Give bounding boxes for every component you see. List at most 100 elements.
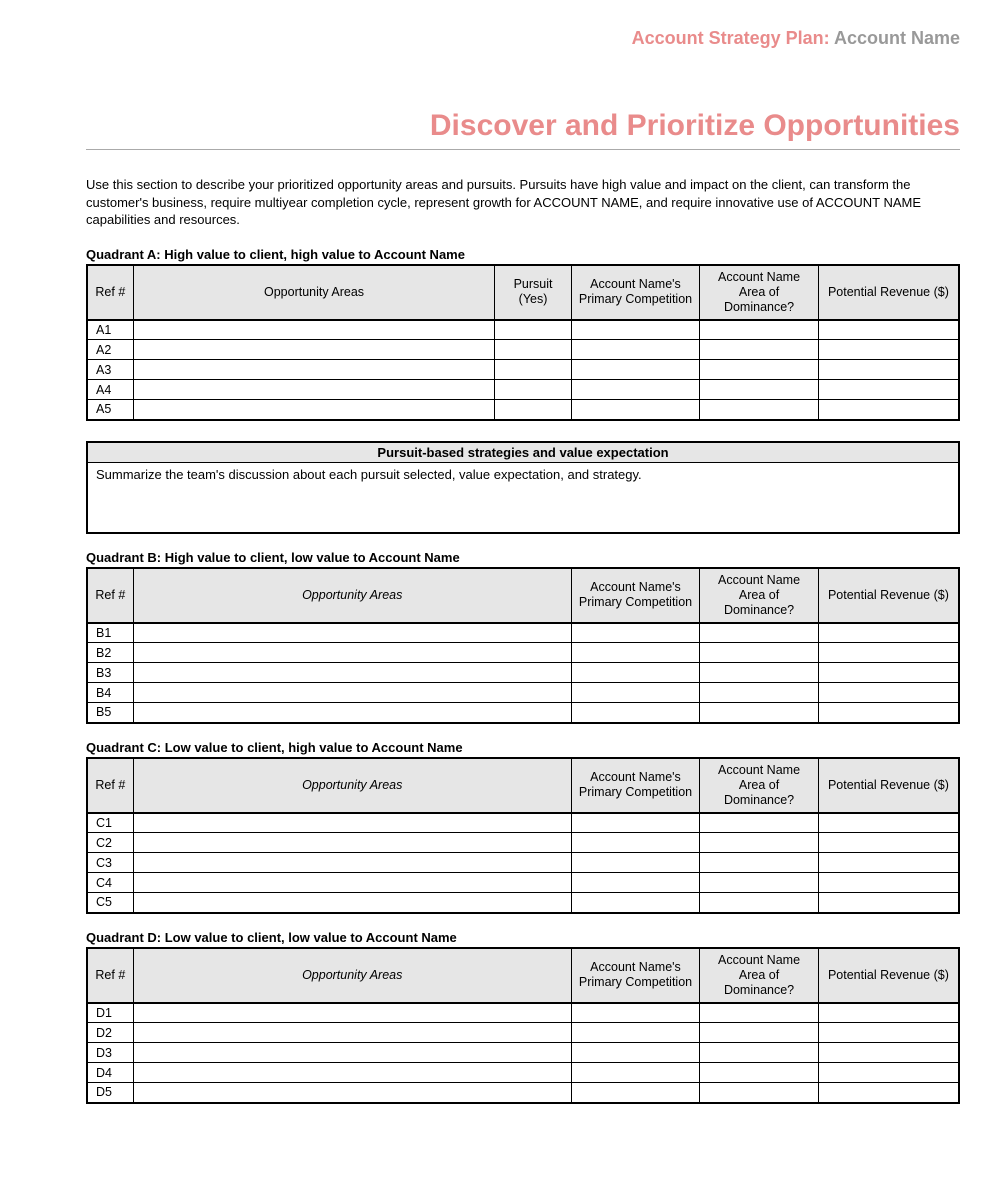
revenue-cell[interactable] (818, 320, 959, 340)
competition-cell[interactable] (571, 1063, 700, 1083)
competition-cell[interactable] (571, 1003, 700, 1023)
competition-cell[interactable] (571, 663, 700, 683)
competition-cell[interactable] (571, 320, 700, 340)
dominance-cell[interactable] (700, 1023, 819, 1043)
revenue-cell[interactable] (818, 893, 959, 913)
revenue-cell[interactable] (818, 623, 959, 643)
competition-cell[interactable] (571, 1083, 700, 1103)
opportunity-cell[interactable] (133, 893, 571, 913)
table-row: C2 (87, 833, 959, 853)
revenue-cell[interactable] (818, 683, 959, 703)
ref-cell: A5 (87, 400, 133, 420)
competition-cell[interactable] (571, 623, 700, 643)
revenue-cell[interactable] (818, 340, 959, 360)
col-header-ref: Ref # (87, 265, 133, 320)
revenue-cell[interactable] (818, 643, 959, 663)
strategy-body[interactable]: Summarize the team's discussion about ea… (87, 462, 959, 533)
revenue-cell[interactable] (818, 380, 959, 400)
opportunity-cell[interactable] (133, 683, 571, 703)
revenue-cell[interactable] (818, 703, 959, 723)
opportunity-cell[interactable] (133, 320, 495, 340)
revenue-cell[interactable] (818, 1023, 959, 1043)
competition-cell[interactable] (571, 400, 700, 420)
quadrant-a-title: Quadrant A: High value to client, high v… (86, 247, 960, 262)
competition-cell[interactable] (571, 893, 700, 913)
competition-cell[interactable] (571, 360, 700, 380)
competition-cell[interactable] (571, 643, 700, 663)
ref-cell: A1 (87, 320, 133, 340)
opportunity-cell[interactable] (133, 1023, 571, 1043)
pursuit-cell[interactable] (495, 360, 571, 380)
dominance-cell[interactable] (700, 893, 819, 913)
dominance-cell[interactable] (700, 833, 819, 853)
opportunity-cell[interactable] (133, 1063, 571, 1083)
table-row: D2 (87, 1023, 959, 1043)
revenue-cell[interactable] (818, 873, 959, 893)
dominance-cell[interactable] (700, 1043, 819, 1063)
dominance-cell[interactable] (700, 873, 819, 893)
revenue-cell[interactable] (818, 400, 959, 420)
opportunity-cell[interactable] (133, 833, 571, 853)
dominance-cell[interactable] (700, 813, 819, 833)
dominance-cell[interactable] (700, 1063, 819, 1083)
opportunity-cell[interactable] (133, 400, 495, 420)
competition-cell[interactable] (571, 873, 700, 893)
opportunity-cell[interactable] (133, 1083, 571, 1103)
quadrant-b-title: Quadrant B: High value to client, low va… (86, 550, 960, 565)
dominance-cell[interactable] (700, 360, 819, 380)
col-header-revenue: Potential Revenue ($) (818, 568, 959, 623)
pursuit-cell[interactable] (495, 320, 571, 340)
dominance-cell[interactable] (700, 320, 819, 340)
dominance-cell[interactable] (700, 663, 819, 683)
competition-cell[interactable] (571, 1043, 700, 1063)
pursuit-cell[interactable] (495, 400, 571, 420)
dominance-cell[interactable] (700, 683, 819, 703)
revenue-cell[interactable] (818, 663, 959, 683)
opportunity-cell[interactable] (133, 663, 571, 683)
revenue-cell[interactable] (818, 833, 959, 853)
dominance-cell[interactable] (700, 340, 819, 360)
opportunity-cell[interactable] (133, 643, 571, 663)
opportunity-cell[interactable] (133, 1003, 571, 1023)
competition-cell[interactable] (571, 833, 700, 853)
opportunity-cell[interactable] (133, 340, 495, 360)
table-row: D5 (87, 1083, 959, 1103)
dominance-cell[interactable] (700, 380, 819, 400)
dominance-cell[interactable] (700, 623, 819, 643)
dominance-cell[interactable] (700, 643, 819, 663)
opportunity-cell[interactable] (133, 360, 495, 380)
dominance-cell[interactable] (700, 853, 819, 873)
revenue-cell[interactable] (818, 853, 959, 873)
col-header-opportunity: Opportunity Areas (133, 568, 571, 623)
competition-cell[interactable] (571, 340, 700, 360)
opportunity-cell[interactable] (133, 623, 571, 643)
revenue-cell[interactable] (818, 1003, 959, 1023)
competition-cell[interactable] (571, 813, 700, 833)
opportunity-cell[interactable] (133, 703, 571, 723)
col-header-opportunity: Opportunity Areas (133, 265, 495, 320)
revenue-cell[interactable] (818, 813, 959, 833)
dominance-cell[interactable] (700, 400, 819, 420)
competition-cell[interactable] (571, 1023, 700, 1043)
dominance-cell[interactable] (700, 1083, 819, 1103)
competition-cell[interactable] (571, 853, 700, 873)
revenue-cell[interactable] (818, 1043, 959, 1063)
dominance-cell[interactable] (700, 1003, 819, 1023)
dominance-cell[interactable] (700, 703, 819, 723)
opportunity-cell[interactable] (133, 813, 571, 833)
revenue-cell[interactable] (818, 1083, 959, 1103)
ref-cell: C3 (87, 853, 133, 873)
opportunity-cell[interactable] (133, 380, 495, 400)
opportunity-cell[interactable] (133, 873, 571, 893)
competition-cell[interactable] (571, 703, 700, 723)
table-row: A5 (87, 400, 959, 420)
table-row: C3 (87, 853, 959, 873)
opportunity-cell[interactable] (133, 1043, 571, 1063)
pursuit-cell[interactable] (495, 340, 571, 360)
pursuit-cell[interactable] (495, 380, 571, 400)
competition-cell[interactable] (571, 380, 700, 400)
revenue-cell[interactable] (818, 360, 959, 380)
opportunity-cell[interactable] (133, 853, 571, 873)
competition-cell[interactable] (571, 683, 700, 703)
revenue-cell[interactable] (818, 1063, 959, 1083)
